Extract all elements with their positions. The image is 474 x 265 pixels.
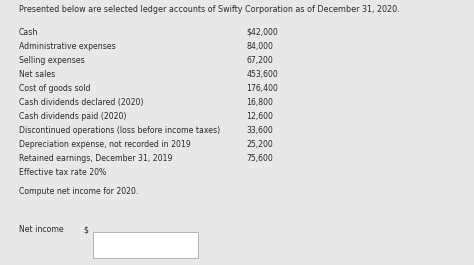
Text: Administrative expenses: Administrative expenses: [19, 42, 116, 51]
Text: Compute net income for 2020.: Compute net income for 2020.: [19, 187, 138, 196]
Text: Net sales: Net sales: [19, 70, 55, 79]
Text: Selling expenses: Selling expenses: [19, 56, 85, 65]
Text: 453,600: 453,600: [246, 70, 278, 79]
Text: 16,800: 16,800: [246, 98, 273, 107]
Text: Cash dividends declared (2020): Cash dividends declared (2020): [19, 98, 143, 107]
Text: 12,600: 12,600: [246, 112, 273, 121]
Text: Cash dividends paid (2020): Cash dividends paid (2020): [19, 112, 127, 121]
Text: 176,400: 176,400: [246, 84, 278, 93]
Text: Depreciation expense, not recorded in 2019: Depreciation expense, not recorded in 20…: [19, 140, 191, 149]
Text: Effective tax rate 20%: Effective tax rate 20%: [19, 168, 106, 177]
Text: Net income: Net income: [19, 225, 64, 234]
Text: Retained earnings, December 31, 2019: Retained earnings, December 31, 2019: [19, 154, 173, 163]
FancyBboxPatch shape: [93, 232, 198, 258]
Text: 84,000: 84,000: [246, 42, 273, 51]
Text: Cost of goods sold: Cost of goods sold: [19, 84, 91, 93]
Text: 75,600: 75,600: [246, 154, 273, 163]
Text: 33,600: 33,600: [246, 126, 273, 135]
Text: Presented below are selected ledger accounts of Swifty Corporation as of Decembe: Presented below are selected ledger acco…: [19, 5, 400, 14]
Text: $42,000: $42,000: [246, 28, 278, 37]
Text: Discontinued operations (loss before income taxes): Discontinued operations (loss before inc…: [19, 126, 220, 135]
Text: $: $: [83, 225, 88, 234]
Text: 25,200: 25,200: [246, 140, 273, 149]
Text: Cash: Cash: [19, 28, 38, 37]
Text: 67,200: 67,200: [246, 56, 273, 65]
